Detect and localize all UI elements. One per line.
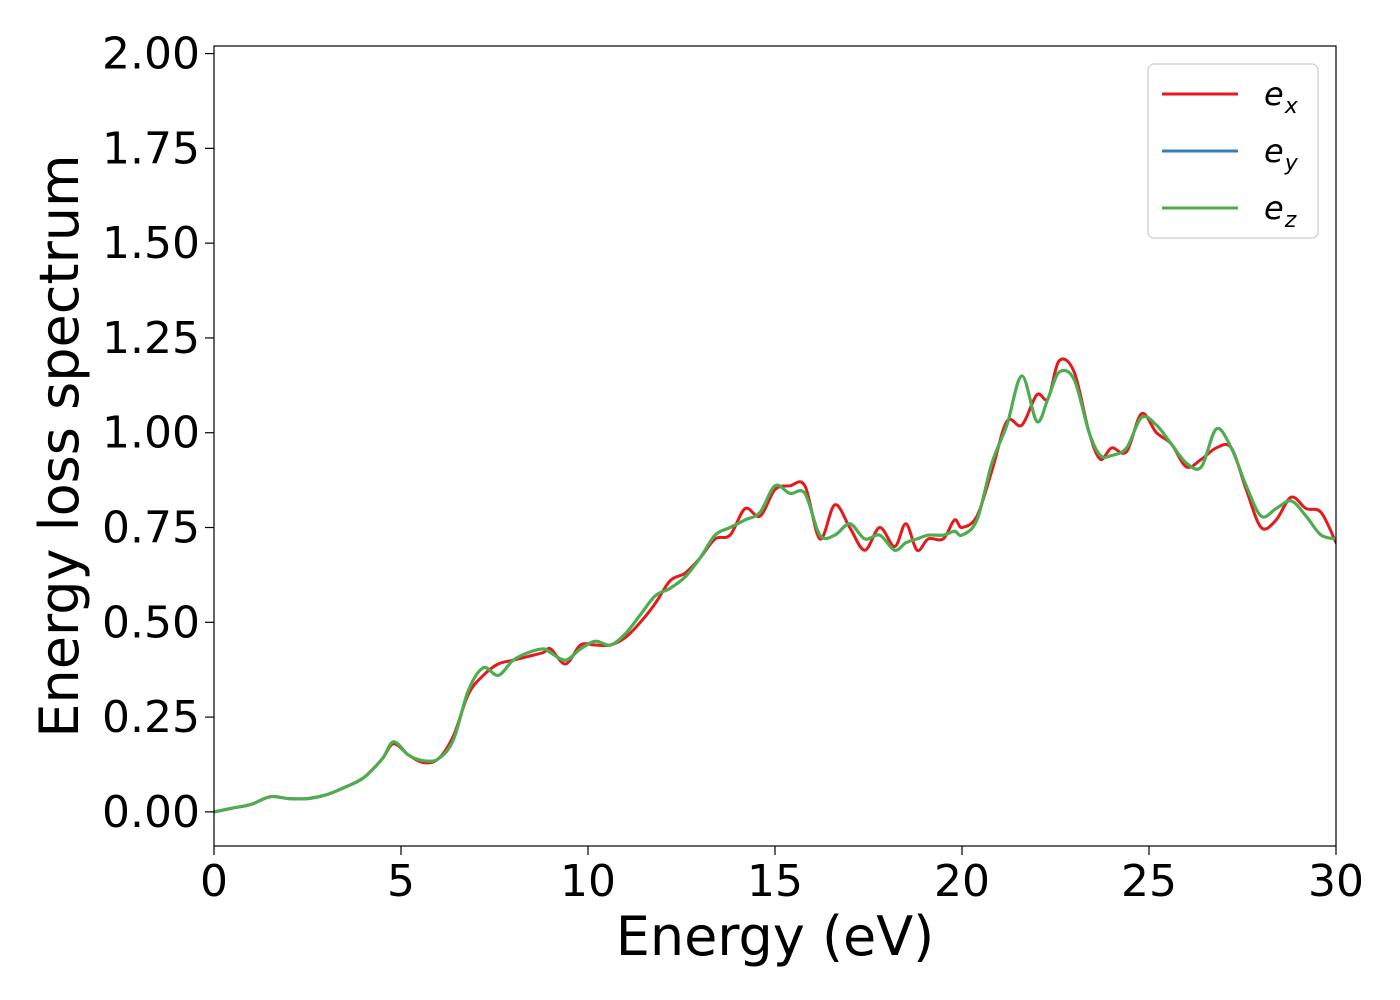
series-line-ez: [214, 368, 1336, 814]
x-tick-label: 30: [1308, 856, 1364, 907]
y-tick-label: 1.50: [102, 218, 200, 269]
series-layer: [214, 357, 1336, 814]
y-axis: 0.00 0.25 0.50 0.75 1.00 1.25 1.50 1.75 2.00: [102, 29, 214, 838]
y-tick-label: 0.25: [102, 692, 200, 743]
x-tick-label: 10: [560, 856, 616, 907]
x-tick-label: 25: [1121, 856, 1177, 907]
x-axis-label: Energy (eV): [616, 905, 935, 968]
x-tick-label: 20: [934, 856, 990, 907]
y-tick-label: 1.75: [102, 123, 200, 174]
y-axis-label: Energy loss spectrum: [28, 154, 91, 737]
x-tick-label: 5: [387, 856, 415, 907]
x-tick-label: 15: [747, 856, 803, 907]
x-tick-label: 0: [200, 856, 228, 907]
x-axis: 0 5 10 15 20 25 30: [200, 846, 1364, 907]
y-tick-label: 0.00: [102, 787, 200, 838]
y-tick-label: 0.75: [102, 503, 200, 554]
y-tick-label: 2.00: [102, 29, 200, 80]
y-tick-label: 1.00: [102, 408, 200, 459]
y-tick-label: 1.25: [102, 313, 200, 364]
y-tick-label: 0.50: [102, 597, 200, 648]
